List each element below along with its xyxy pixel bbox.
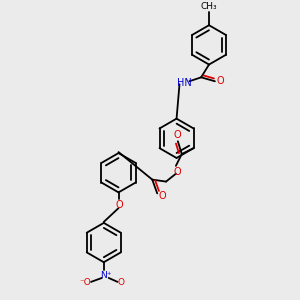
Text: O: O	[158, 191, 166, 201]
Text: O: O	[173, 167, 181, 177]
Text: CH₃: CH₃	[201, 2, 217, 11]
Text: O: O	[116, 200, 123, 210]
Text: HN: HN	[177, 78, 192, 88]
Text: N⁺: N⁺	[100, 272, 112, 280]
Text: O: O	[216, 76, 224, 86]
Text: O: O	[173, 130, 181, 140]
Text: ⁻O: ⁻O	[79, 278, 91, 287]
Text: O: O	[118, 278, 125, 287]
